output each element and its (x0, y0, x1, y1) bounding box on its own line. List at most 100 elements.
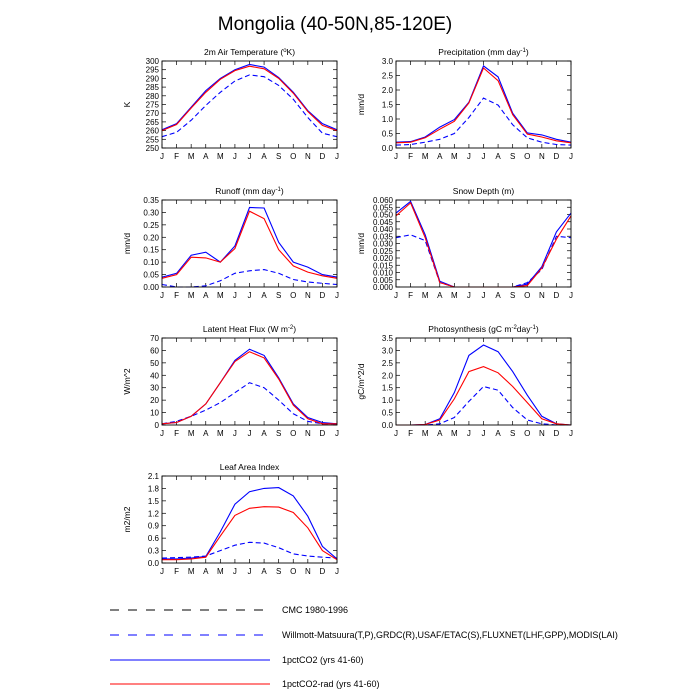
x-tick-label: S (276, 567, 281, 576)
panel-title: Latent Heat Flux (W m-2) (203, 324, 296, 334)
series-line-co2 (161, 348, 338, 425)
x-tick-label: M (451, 291, 458, 300)
x-tick-label: J (335, 291, 339, 300)
y-tick-label: 255 (146, 135, 160, 144)
x-tick-label: J (233, 291, 237, 300)
x-tick-label: M (217, 567, 224, 576)
series-line-obs (161, 74, 338, 138)
title-sup: -1 (276, 187, 282, 193)
title: Latent Heat Flux (W m (203, 324, 288, 334)
series-line-obs (396, 385, 571, 426)
panel-title: Precipitation (mm day-1) (438, 47, 529, 57)
x-tick-label: O (524, 291, 530, 300)
title: Leaf Area Index (220, 462, 280, 472)
x-tick-label: M (451, 429, 458, 438)
series-line-co2 (161, 206, 338, 278)
x-tick-label: N (305, 429, 311, 438)
x-tick-label: O (290, 429, 296, 438)
x-tick-label: D (320, 291, 326, 300)
x-tick-label: J (394, 429, 398, 438)
x-tick-label: S (510, 291, 515, 300)
y-tick-label: 0.05 (143, 271, 159, 280)
x-tick-label: O (290, 567, 296, 576)
title-end2: ) (536, 324, 539, 334)
y-tick-label: 250 (146, 144, 160, 153)
y-tick-label: 1.2 (148, 509, 160, 518)
y-tick-label: 70 (150, 334, 159, 343)
y-tick-label: 0.015 (373, 261, 394, 270)
y-tick-label: 300 (146, 57, 160, 66)
x-tick-label: J (233, 152, 237, 161)
x-tick-label: J (394, 152, 398, 161)
y-tick-label: 0.15 (143, 246, 159, 255)
x-tick-label: D (554, 152, 560, 161)
x-tick-label: J (482, 291, 486, 300)
legend-label-1: Willmott-Matsuura(T,P),GRDC(R),USAF/ETAC… (282, 630, 618, 640)
x-tick-label: M (422, 291, 429, 300)
x-tick-label: S (276, 291, 281, 300)
x-tick-label: J (467, 429, 471, 438)
panel-title: Runoff (mm day-1) (215, 186, 284, 196)
panel-6: Leaf Area Index m2/m2 0.0 0.3 0.6 0.9 1.2 1.5 1.… (122, 462, 339, 576)
y-tick-label: 1.5 (382, 384, 394, 393)
x-tick-label: J (467, 152, 471, 161)
y-tick-label: 1.5 (148, 497, 160, 506)
y-tick-label: 50 (150, 359, 159, 368)
y-tick-label: 0.00 (143, 283, 159, 292)
x-tick-label: M (217, 291, 224, 300)
x-tick-label: J (248, 152, 252, 161)
x-tick-label: A (495, 429, 501, 438)
series-line-co2 (396, 344, 572, 426)
y-tick-label: 2.0 (382, 86, 394, 95)
x-tick-label: J (335, 152, 339, 161)
x-tick-label: M (188, 152, 195, 161)
panel-2: Runoff (mm day-1) mm/d 0.00 0.05 0.10 0.15 0.2… (122, 186, 339, 300)
y-tick-label: 3.5 (382, 334, 394, 343)
y-tick-label: 0.5 (382, 409, 394, 418)
y-tick-label: 280 (146, 92, 160, 101)
x-tick-label: M (451, 152, 458, 161)
series-line-co2 (162, 487, 338, 560)
x-tick-label: O (290, 152, 296, 161)
y-tick-label: 10 (150, 409, 159, 418)
y-tick-label: 270 (146, 109, 160, 118)
plot-frame (395, 337, 572, 426)
series-line-rad (396, 366, 572, 426)
y-tick-label: 0.020 (373, 254, 394, 263)
y-tick-label: 2.5 (382, 72, 394, 81)
x-tick-label: J (569, 429, 573, 438)
legend-label-3: 1pctCO2-rad (yrs 41-60) (282, 679, 380, 689)
plot-frame (161, 199, 338, 288)
plot-frame (395, 199, 572, 288)
x-tick-label: J (160, 291, 164, 300)
y-tick-label: 0.0 (382, 144, 394, 153)
series-line-obs (161, 269, 338, 288)
plot-frame (161, 337, 338, 426)
plot-frame (161, 475, 338, 564)
x-tick-label: M (188, 291, 195, 300)
y-tick-label: 2.1 (148, 472, 160, 481)
y-axis-label: mm/d (356, 94, 366, 116)
y-tick-label: 1.0 (382, 396, 394, 405)
x-tick-label: O (524, 429, 530, 438)
y-tick-label: 0.025 (373, 247, 394, 256)
title-sup2: -1 (531, 325, 537, 331)
x-tick-label: N (305, 567, 311, 576)
x-tick-label: J (233, 429, 237, 438)
x-tick-label: F (174, 152, 179, 161)
series-line-co2 (395, 200, 572, 288)
series-line-obs (395, 97, 572, 146)
series-line-obs (161, 382, 337, 425)
x-tick-label: D (320, 567, 326, 576)
x-tick-label: J (569, 291, 573, 300)
x-tick-label: S (276, 152, 281, 161)
x-tick-label: A (261, 152, 267, 161)
series-line-rad (395, 67, 572, 144)
series-line-co2 (161, 63, 338, 131)
y-tick-label: 2.0 (382, 371, 394, 380)
x-tick-label: A (203, 152, 209, 161)
x-tick-label: N (539, 152, 545, 161)
x-tick-label: D (320, 152, 326, 161)
x-tick-label: J (482, 429, 486, 438)
